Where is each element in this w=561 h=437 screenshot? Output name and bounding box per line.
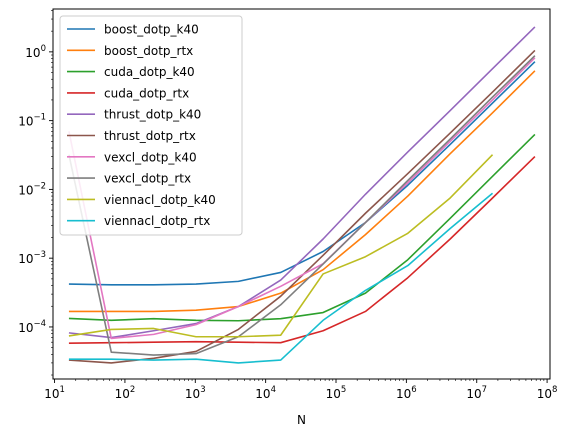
x-tick-label: 105 — [326, 385, 347, 401]
y-tick-label: 10−1 — [18, 113, 46, 129]
legend-label-viennacl_dotp_k40: viennacl_dotp_k40 — [104, 193, 216, 207]
y-tick-label: 10−3 — [18, 250, 46, 266]
series-line-cuda_dotp_k40 — [68, 133, 536, 322]
x-tick-label: 103 — [185, 385, 206, 401]
x-tick-label: 106 — [396, 385, 417, 401]
series-line-boost_dotp_k40 — [68, 61, 536, 286]
legend-label-cuda_dotp_k40: cuda_dotp_k40 — [104, 65, 195, 79]
series-line-boost_dotp_rtx — [68, 70, 536, 313]
series-line-thrust_dotp_k40 — [68, 26, 536, 339]
y-tick-label: 100 — [25, 44, 46, 60]
x-tick-label: 101 — [44, 385, 65, 401]
x-axis-label: N — [297, 413, 306, 427]
x-tick-label: 107 — [466, 385, 487, 401]
legend: boost_dotp_k40 boost_dotp_rtx cuda_dotp_k4… — [59, 15, 243, 236]
series-line-viennacl_dotp_k40 — [68, 154, 494, 338]
series-line-cuda_dotp_rtx — [68, 156, 536, 345]
legend-label-thrust_dotp_rtx: thrust_dotp_rtx — [104, 129, 196, 143]
series-line-vexcl_dotp_k40 — [68, 57, 536, 340]
legend-label-boost_dotp_rtx: boost_dotp_rtx — [104, 44, 193, 58]
x-tick-label: 108 — [537, 385, 558, 401]
x-tick-label: 102 — [115, 385, 136, 401]
x-tick-label: 104 — [255, 385, 276, 401]
axis-ticks: 101 102 103 104 105 106 107 108 10−4 10−3 10−2 10−1… — [18, 10, 557, 401]
legend-label-cuda_dotp_rtx: cuda_dotp_rtx — [104, 86, 189, 100]
series-line-viennacl_dotp_rtx — [68, 192, 494, 364]
legend-label-viennacl_dotp_rtx: viennacl_dotp_rtx — [104, 214, 210, 228]
legend-label-boost_dotp_k40: boost_dotp_k40 — [104, 23, 199, 37]
y-tick-label: 10−4 — [18, 319, 46, 335]
plot-area — [68, 26, 536, 364]
legend-label-vexcl_dotp_rtx: vexcl_dotp_rtx — [104, 172, 191, 186]
series-line-vexcl_dotp_rtx — [68, 55, 536, 356]
legend-label-vexcl_dotp_k40: vexcl_dotp_k40 — [104, 150, 197, 164]
y-tick-label: 10−2 — [18, 181, 46, 197]
legend-label-thrust_dotp_k40: thrust_dotp_k40 — [104, 108, 201, 122]
legend-box — [59, 15, 243, 236]
axes-frame — [52, 8, 551, 380]
